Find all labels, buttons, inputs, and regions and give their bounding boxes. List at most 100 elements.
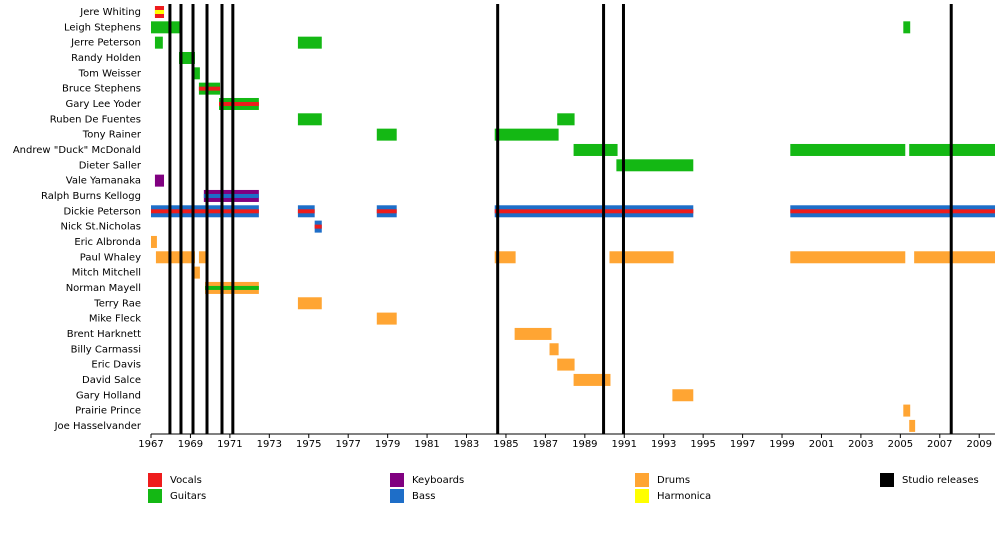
member-bar bbox=[151, 235, 157, 248]
legend-label: Bass bbox=[412, 491, 435, 502]
member-label: Norman Mayell bbox=[66, 283, 141, 294]
member-label: Bruce Stephens bbox=[62, 84, 141, 95]
x-tick-label: 1969 bbox=[178, 439, 203, 450]
x-tick-label: 1967 bbox=[138, 439, 163, 450]
legend-swatch bbox=[148, 473, 162, 487]
member-bar bbox=[903, 21, 911, 34]
x-tick-label: 2005 bbox=[888, 439, 913, 450]
legend-swatch bbox=[880, 473, 894, 487]
member-bar bbox=[790, 143, 906, 156]
member-label: Dieter Saller bbox=[79, 160, 142, 171]
member-label: Joe Hasselvander bbox=[54, 421, 142, 432]
member-bar bbox=[914, 251, 995, 264]
legend-swatch bbox=[635, 473, 649, 487]
x-tick-label: 1981 bbox=[414, 439, 439, 450]
legend-swatch bbox=[390, 489, 404, 503]
member-label: Gary Lee Yoder bbox=[66, 99, 142, 110]
x-tick-label: 1971 bbox=[217, 439, 242, 450]
x-tick-label: 2007 bbox=[927, 439, 952, 450]
member-label: Mitch Mitchell bbox=[72, 268, 141, 279]
member-bar-stripe bbox=[494, 209, 694, 214]
legend-swatch bbox=[635, 489, 649, 503]
member-bar bbox=[672, 389, 694, 402]
member-label: Gary Holland bbox=[76, 390, 141, 401]
member-bar bbox=[616, 159, 694, 172]
x-tick-label: 1991 bbox=[612, 439, 637, 450]
member-bar bbox=[573, 143, 618, 156]
member-label: Vale Yamanaka bbox=[66, 176, 141, 187]
member-bar bbox=[297, 113, 322, 126]
member-bar bbox=[297, 297, 322, 310]
legend-label: Vocals bbox=[170, 475, 202, 486]
x-tick-label: 1985 bbox=[493, 439, 518, 450]
member-bar bbox=[155, 251, 195, 264]
member-bar-stripe bbox=[297, 209, 315, 214]
legend-swatch bbox=[390, 473, 404, 487]
x-tick-label: 1993 bbox=[651, 439, 676, 450]
member-label: Paul Whaley bbox=[80, 252, 141, 263]
member-bar bbox=[549, 343, 559, 356]
legend-label: Guitars bbox=[170, 491, 206, 502]
x-tick-label: 2001 bbox=[809, 439, 834, 450]
member-label: Terry Rae bbox=[93, 298, 141, 309]
member-label: Billy Carmassi bbox=[71, 344, 141, 355]
member-bar-stripe bbox=[154, 10, 165, 14]
member-bar bbox=[376, 312, 397, 325]
member-label: Prairie Prince bbox=[75, 406, 141, 417]
x-tick-label: 2009 bbox=[966, 439, 991, 450]
member-bar bbox=[557, 358, 575, 371]
member-label: Mike Fleck bbox=[89, 314, 141, 325]
member-bar bbox=[198, 251, 207, 264]
member-label: Jere Whiting bbox=[79, 7, 141, 18]
member-label: Ralph Burns Kellogg bbox=[41, 191, 141, 202]
member-label: Randy Holden bbox=[71, 53, 141, 64]
x-tick-label: 1975 bbox=[296, 439, 321, 450]
member-bar-stripe bbox=[219, 101, 259, 106]
member-bar-stripe bbox=[376, 209, 397, 214]
x-tick-label: 1989 bbox=[572, 439, 597, 450]
x-tick-label: 1983 bbox=[454, 439, 479, 450]
member-bar bbox=[790, 251, 906, 264]
member-bar bbox=[903, 404, 911, 417]
member-label: Eric Davis bbox=[91, 360, 141, 371]
member-bar bbox=[609, 251, 674, 264]
member-bar bbox=[557, 113, 575, 126]
legend-swatch bbox=[148, 489, 162, 503]
member-bar bbox=[151, 21, 180, 34]
legend-label: Keyboards bbox=[412, 475, 464, 486]
member-label: Ruben De Fuentes bbox=[50, 114, 141, 125]
member-bar bbox=[154, 36, 163, 49]
member-bar bbox=[909, 419, 916, 432]
x-tick-label: 1977 bbox=[335, 439, 360, 450]
x-tick-label: 1987 bbox=[533, 439, 558, 450]
member-label: Tony Rainer bbox=[82, 130, 142, 141]
member-label: Andrew "Duck" McDonald bbox=[13, 145, 141, 156]
member-bar-stripe bbox=[314, 224, 322, 229]
x-tick-label: 1997 bbox=[730, 439, 755, 450]
member-bar bbox=[514, 327, 552, 340]
member-bar bbox=[494, 251, 516, 264]
member-label: Nick St.Nicholas bbox=[60, 222, 141, 233]
member-label: Brent Harknett bbox=[67, 329, 141, 340]
member-bar bbox=[193, 67, 200, 80]
member-label: Jerre Peterson bbox=[70, 38, 141, 49]
member-bar-stripe bbox=[151, 209, 259, 214]
member-label: Dickie Peterson bbox=[63, 206, 141, 217]
member-bar-stripe bbox=[198, 86, 221, 91]
x-tick-label: 2003 bbox=[848, 439, 873, 450]
member-bar bbox=[193, 266, 200, 279]
legend-label: Drums bbox=[657, 475, 690, 486]
legend-label: Harmonica bbox=[657, 491, 711, 502]
x-tick-label: 1995 bbox=[690, 439, 715, 450]
member-bar bbox=[179, 51, 195, 64]
member-bar-stripe bbox=[790, 209, 995, 214]
member-bar bbox=[494, 128, 559, 141]
legend-label: Studio releases bbox=[902, 475, 979, 486]
member-label: David Salce bbox=[82, 375, 141, 386]
member-label: Eric Albronda bbox=[74, 237, 141, 248]
x-tick-label: 1973 bbox=[257, 439, 282, 450]
member-label: Tom Weisser bbox=[78, 68, 142, 79]
member-bar bbox=[154, 174, 165, 187]
member-bar bbox=[297, 36, 322, 49]
